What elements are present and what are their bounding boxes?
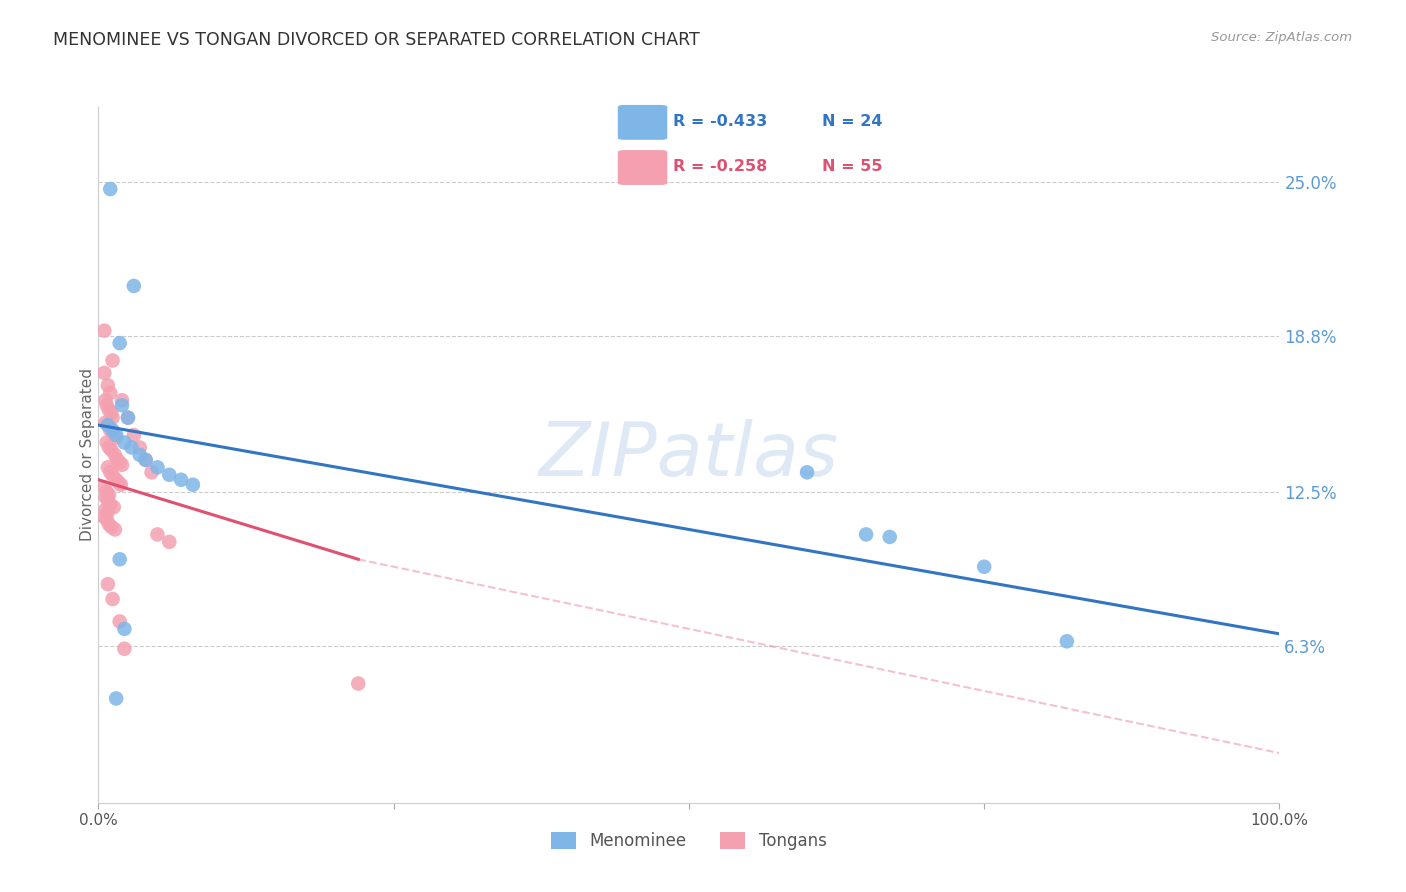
Point	[98, 517, 121, 532]
Point	[107, 475, 129, 490]
Legend: Menominee, Tongans: Menominee, Tongans	[544, 826, 834, 857]
Point	[146, 527, 169, 541]
Point	[170, 473, 193, 487]
Point	[121, 441, 143, 455]
Point	[96, 398, 118, 412]
Point	[98, 385, 121, 400]
Point	[135, 453, 157, 467]
Point	[100, 442, 122, 457]
Point	[105, 428, 128, 442]
Text: N = 55: N = 55	[823, 159, 883, 174]
Point	[103, 428, 125, 442]
Point	[157, 467, 180, 482]
Point	[117, 410, 139, 425]
Point	[96, 512, 118, 526]
Point	[128, 448, 150, 462]
Point	[94, 416, 117, 430]
Point	[122, 279, 145, 293]
Text: ZIPatlas: ZIPatlas	[538, 419, 839, 491]
Point	[98, 498, 121, 512]
Point	[111, 393, 134, 408]
Point	[97, 505, 120, 519]
Point	[97, 378, 120, 392]
Point	[111, 398, 134, 412]
Point	[94, 393, 117, 408]
Point	[93, 366, 115, 380]
Point	[117, 410, 139, 425]
Point	[111, 458, 134, 472]
Point	[98, 403, 121, 417]
Point	[97, 492, 120, 507]
Text: N = 24: N = 24	[823, 114, 883, 128]
Point	[146, 460, 169, 475]
Point	[105, 691, 128, 706]
Point	[128, 441, 150, 455]
Point	[103, 500, 125, 514]
Point	[855, 527, 877, 541]
Text: R = -0.258: R = -0.258	[673, 159, 768, 174]
Point	[105, 453, 128, 467]
Y-axis label: Divorced or Separated: Divorced or Separated	[80, 368, 94, 541]
Point	[97, 418, 120, 433]
Point	[98, 182, 121, 196]
Point	[101, 592, 124, 607]
Point	[112, 622, 135, 636]
Point	[108, 455, 131, 469]
Point	[879, 530, 901, 544]
Point	[100, 520, 122, 534]
Text: Source: ZipAtlas.com: Source: ZipAtlas.com	[1212, 31, 1353, 45]
Point	[157, 534, 180, 549]
FancyBboxPatch shape	[617, 150, 668, 185]
Point	[96, 485, 118, 500]
Point	[97, 418, 120, 433]
Point	[141, 466, 163, 480]
Point	[108, 552, 131, 566]
Text: MENOMINEE VS TONGAN DIVORCED OR SEPARATED CORRELATION CHART: MENOMINEE VS TONGAN DIVORCED OR SEPARATE…	[53, 31, 700, 49]
Point	[347, 676, 370, 690]
Point	[108, 615, 131, 629]
Point	[97, 577, 120, 591]
Point	[112, 641, 135, 656]
Point	[93, 324, 115, 338]
Text: R = -0.433: R = -0.433	[673, 114, 768, 128]
Point	[101, 410, 124, 425]
Point	[97, 460, 120, 475]
Point	[104, 523, 127, 537]
Point	[101, 423, 124, 437]
Point	[112, 435, 135, 450]
Point	[93, 480, 115, 494]
Point	[108, 336, 131, 351]
Point	[181, 477, 204, 491]
Point	[105, 473, 128, 487]
Point	[1056, 634, 1078, 648]
Point	[104, 448, 127, 462]
Point	[98, 423, 121, 437]
Point	[98, 466, 121, 480]
Point	[101, 467, 124, 482]
Point	[94, 502, 117, 516]
Point	[973, 559, 995, 574]
Point	[110, 477, 132, 491]
Point	[96, 435, 118, 450]
Point	[796, 466, 818, 480]
Point	[105, 431, 128, 445]
Point	[101, 353, 124, 368]
Point	[122, 428, 145, 442]
FancyBboxPatch shape	[617, 105, 668, 140]
Point	[94, 490, 117, 504]
Point	[98, 488, 121, 502]
Point	[100, 406, 122, 420]
Point	[98, 441, 121, 455]
Point	[135, 453, 157, 467]
Point	[93, 510, 115, 524]
